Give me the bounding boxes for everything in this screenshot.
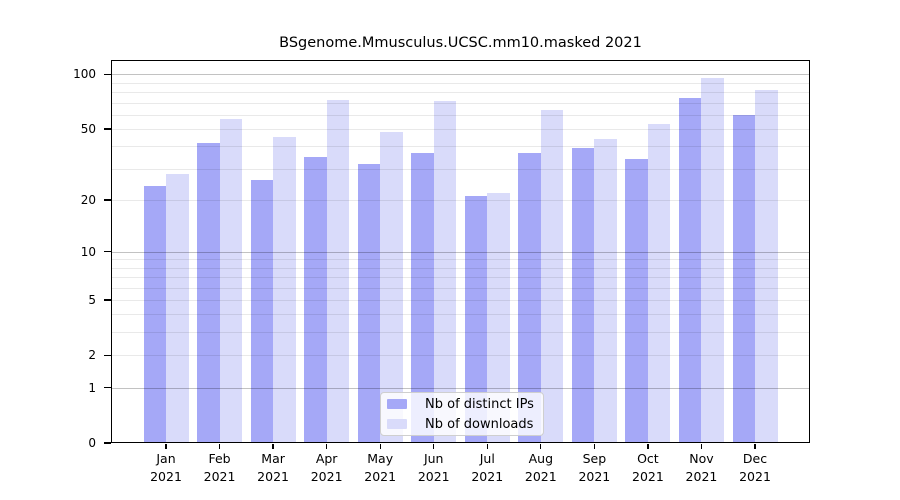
y-tick-mark xyxy=(104,128,111,130)
bar-downloads-nov xyxy=(701,77,724,443)
bar-downloads-mar xyxy=(273,137,296,443)
bar-downloads-aug xyxy=(540,109,564,443)
y-tick-label: 20 xyxy=(80,192,96,207)
gridline-minor xyxy=(111,102,810,104)
bar-ips-jul xyxy=(464,196,488,443)
x-tick-mark xyxy=(165,444,167,449)
bar-downloads-jul xyxy=(487,192,510,443)
x-tick-mark xyxy=(540,444,542,449)
legend-label-downloads: Nb of downloads xyxy=(425,416,534,432)
x-tick-label: Jan 2021 xyxy=(150,451,182,484)
gridline-minor xyxy=(111,128,810,130)
x-tick-mark xyxy=(593,444,595,449)
plot-area xyxy=(111,60,810,443)
x-tick-mark xyxy=(218,444,221,449)
bar-ips-nov xyxy=(678,98,702,443)
gridline-major xyxy=(111,251,810,253)
y-tick-mark xyxy=(104,354,111,356)
bar-ips-oct xyxy=(625,159,648,443)
bar-ips-aug xyxy=(518,152,541,443)
y-tick-label: 50 xyxy=(80,121,96,136)
y-tick-mark xyxy=(104,442,111,444)
gridline-minor xyxy=(111,168,810,170)
x-axis: Jan 2021 Feb 2021 Mar 2021 Apr 2021 May 2021… xyxy=(111,443,810,498)
y-tick-mark xyxy=(104,299,111,301)
x-tick-mark xyxy=(272,444,274,449)
chart-title: BSgenome.Mmusculus.UCSC.mm10.masked 2021 xyxy=(279,35,642,51)
x-tick-label: Apr 2021 xyxy=(310,451,343,484)
gridline-minor xyxy=(111,276,810,278)
bar-ips-may xyxy=(357,163,381,443)
gridline-minor xyxy=(111,82,810,84)
y-tick-label: 1 xyxy=(88,380,96,395)
y-tick-mark xyxy=(104,73,111,76)
bar-downloads-jun xyxy=(433,101,457,443)
legend-swatch-downloads xyxy=(387,418,407,430)
x-tick-label: Jul 2021 xyxy=(471,451,504,484)
y-tick-label: 5 xyxy=(88,292,96,307)
x-tick-mark xyxy=(325,444,328,449)
bar-ips-dec xyxy=(732,114,755,443)
gridline-minor xyxy=(111,287,810,289)
gridline-minor xyxy=(111,332,810,334)
x-tick-mark xyxy=(754,444,756,449)
gridline-minor xyxy=(111,259,810,261)
x-tick-label: Oct 2021 xyxy=(632,451,664,484)
gridline-major xyxy=(111,387,810,389)
y-tick-label: 0 xyxy=(88,436,96,450)
y-tick-mark xyxy=(104,199,111,201)
legend-item-distinct-ips: Nb of distinct IPs xyxy=(387,394,543,414)
y-axis: 0 1 2 5 10 20 50 100 xyxy=(0,60,111,450)
y-tick-label: 100 xyxy=(73,67,96,82)
legend-label-distinct-ips: Nb of distinct IPs xyxy=(425,396,534,412)
x-tick-label: Feb 2021 xyxy=(203,451,236,484)
legend: Nb of distinct IPs Nb of downloads xyxy=(380,392,544,436)
gridline-minor xyxy=(111,146,810,148)
x-tick-label: Mar 2021 xyxy=(257,451,289,484)
x-tick-mark xyxy=(647,444,649,449)
x-tick-label: Nov 2021 xyxy=(685,451,718,484)
gridline-minor xyxy=(111,299,810,301)
bar-downloads-dec xyxy=(755,90,778,443)
bar-ips-apr xyxy=(304,156,327,443)
x-tick-mark xyxy=(486,444,488,449)
y-tick-mark xyxy=(104,250,111,253)
bar-ips-mar xyxy=(250,179,274,443)
gridline-minor xyxy=(111,314,810,316)
gridline-minor xyxy=(111,114,810,116)
x-tick-label: Jun 2021 xyxy=(417,451,450,484)
x-tick-label: Sep 2021 xyxy=(578,451,611,484)
bars-layer xyxy=(111,60,810,443)
x-tick-mark xyxy=(379,444,381,449)
gridline-minor xyxy=(111,267,810,269)
bar-downloads-oct xyxy=(647,124,671,443)
bar-downloads-jan xyxy=(166,174,189,443)
y-tick-label: 10 xyxy=(80,244,96,259)
legend-swatch-distinct-ips xyxy=(387,398,407,410)
x-tick-label: May 2021 xyxy=(364,451,397,484)
gridline-minor xyxy=(111,355,810,357)
bar-ips-jan xyxy=(143,185,166,443)
x-tick-label: Dec 2021 xyxy=(739,451,771,484)
x-tick-mark xyxy=(433,444,435,449)
gridline-major xyxy=(111,74,810,76)
bar-ips-jun xyxy=(411,152,434,443)
x-tick-mark xyxy=(700,444,703,449)
bar-downloads-apr xyxy=(326,100,350,443)
bar-ips-sep xyxy=(571,148,595,443)
y-tick-label: 2 xyxy=(88,348,96,363)
grid-layer xyxy=(111,60,810,443)
gridline-minor xyxy=(111,199,810,201)
legend-item-downloads: Nb of downloads xyxy=(387,414,543,434)
gridline-minor xyxy=(111,92,810,94)
bar-downloads-feb xyxy=(219,118,243,443)
x-tick-label: Aug 2021 xyxy=(524,451,557,484)
bar-downloads-sep xyxy=(594,139,617,443)
bar-ips-feb xyxy=(197,142,220,443)
bar-downloads-may xyxy=(380,132,403,443)
y-tick-mark xyxy=(104,386,111,389)
